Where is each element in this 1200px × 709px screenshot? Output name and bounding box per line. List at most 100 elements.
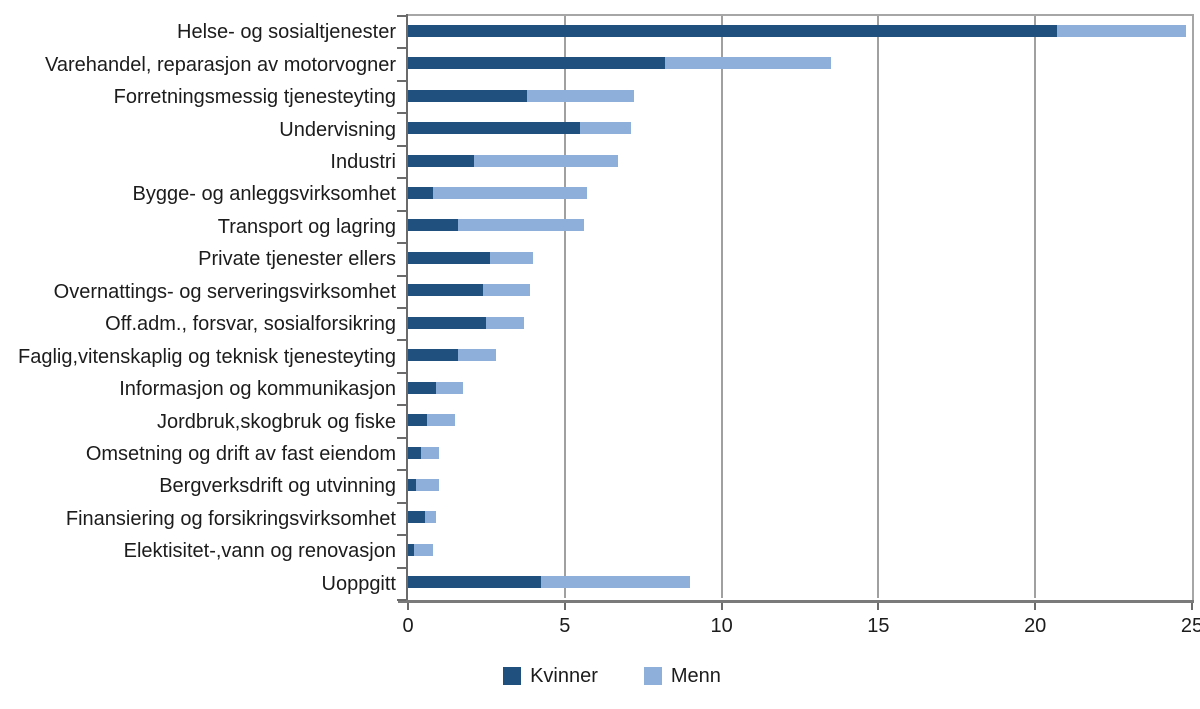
kvinner-bar-segment bbox=[408, 543, 415, 556]
kvinner-bar-segment bbox=[408, 219, 459, 232]
x-axis-tick bbox=[407, 603, 409, 610]
category-label: Bergverksdrift og utvinning bbox=[159, 475, 396, 498]
kvinner-bar-segment bbox=[408, 381, 437, 394]
category-label: Private tjenester ellers bbox=[198, 248, 396, 271]
kvinner-bar-segment bbox=[408, 186, 434, 199]
category-label: Industri bbox=[330, 151, 396, 173]
category-label: Varehandel, reparasjon av motorvogner bbox=[45, 53, 396, 76]
menn-bar-segment bbox=[489, 251, 534, 264]
menn-bar-segment bbox=[458, 219, 584, 232]
menn-bar-segment bbox=[1057, 24, 1186, 37]
category-label: Transport og lagring bbox=[217, 215, 396, 238]
menn-bar-segment bbox=[433, 186, 587, 199]
y-axis-tick bbox=[397, 79, 406, 82]
kvinner-swatch-icon bbox=[503, 667, 522, 685]
y-axis-tick bbox=[397, 469, 406, 472]
y-axis-tick bbox=[397, 436, 406, 439]
legend-item-menn: Menn bbox=[643, 664, 721, 688]
y-axis-tick bbox=[397, 112, 406, 115]
y-axis-tick bbox=[397, 274, 406, 277]
category-label: Omsetning og drift av fast eiendom bbox=[85, 443, 396, 465]
category-label: Forretningsmessig tjenesteyting bbox=[113, 86, 396, 109]
kvinner-bar-segment bbox=[408, 284, 484, 297]
gridline bbox=[877, 16, 880, 598]
category-label: Informasjon og kommunikasjon bbox=[119, 378, 396, 401]
category-label: Uoppgitt bbox=[321, 572, 397, 595]
y-axis-tick bbox=[397, 144, 406, 147]
x-axis-tick bbox=[1034, 603, 1037, 610]
y-axis-tick bbox=[397, 209, 406, 212]
category-label: Helse- og sosialtjenester bbox=[177, 21, 396, 44]
legend-item-kvinner: Kvinner bbox=[503, 664, 598, 688]
y-axis-tick bbox=[397, 404, 406, 407]
kvinner-bar-segment bbox=[408, 446, 421, 459]
x-tick-label: 0 bbox=[402, 615, 414, 637]
kvinner-bar-segment bbox=[408, 24, 1058, 37]
y-axis-tick bbox=[397, 242, 406, 245]
category-label: Elektisitet-,vann og renovasjon bbox=[123, 540, 396, 563]
x-axis-tick bbox=[563, 603, 566, 610]
plot-border-top bbox=[406, 14, 1194, 16]
menn-bar-segment bbox=[541, 576, 691, 589]
x-axis-tick bbox=[720, 603, 723, 610]
x-axis-tick bbox=[877, 603, 880, 610]
y-axis-tick bbox=[397, 501, 406, 504]
x-axis-line bbox=[398, 600, 1194, 603]
y-axis-tick bbox=[397, 47, 406, 50]
menn-bar-segment bbox=[473, 154, 619, 167]
kvinner-bar-segment bbox=[408, 414, 427, 427]
menn-swatch-icon bbox=[643, 667, 662, 685]
category-label: Undervisning bbox=[279, 118, 396, 141]
gridline bbox=[1034, 16, 1037, 598]
category-label: Jordbruk,skogbruk og fiske bbox=[156, 410, 396, 433]
menn-bar-segment bbox=[420, 446, 440, 459]
menn-bar-segment bbox=[436, 381, 463, 394]
kvinner-bar-segment bbox=[408, 154, 474, 167]
y-axis-tick bbox=[397, 534, 406, 537]
menn-bar-segment bbox=[665, 57, 832, 70]
y-axis-tick bbox=[397, 599, 406, 601]
kvinner-bar-segment bbox=[408, 316, 487, 329]
kvinner-bar-segment bbox=[408, 349, 459, 362]
menn-bar-segment bbox=[580, 122, 631, 135]
x-tick-label: 25 bbox=[1180, 615, 1200, 637]
y-axis-tick bbox=[397, 339, 406, 342]
gridline bbox=[563, 16, 566, 598]
kvinner-bar-segment bbox=[408, 576, 542, 589]
x-tick-label: 10 bbox=[710, 615, 733, 637]
y-axis-tick bbox=[397, 566, 406, 569]
category-label: Off.adm., forsvar, sosialforsikring bbox=[105, 313, 396, 336]
kvinner-bar-segment bbox=[408, 122, 581, 135]
kvinner-bar-segment bbox=[408, 251, 490, 264]
chart-legend: Kvinner Menn bbox=[0, 664, 1200, 688]
kvinner-bar-segment bbox=[408, 511, 426, 524]
y-axis-tick bbox=[397, 177, 406, 180]
x-tick-label: 20 bbox=[1024, 615, 1047, 637]
y-axis-line bbox=[406, 14, 408, 602]
y-axis-tick bbox=[397, 371, 406, 374]
x-tick-label: 5 bbox=[559, 615, 571, 637]
kvinner-bar-segment bbox=[408, 89, 528, 102]
x-axis-tick bbox=[1191, 603, 1193, 610]
menn-bar-segment bbox=[486, 316, 525, 329]
x-tick-label: 15 bbox=[867, 615, 890, 637]
category-label: Overnattings- og serveringsvirksomhet bbox=[53, 280, 396, 303]
menn-bar-segment bbox=[415, 478, 440, 491]
menn-bar-segment bbox=[483, 284, 531, 297]
category-label: Faglig,vitenskaplig og teknisk tjenestey… bbox=[18, 345, 396, 368]
category-label: Bygge- og anleggsvirksomhet bbox=[132, 183, 396, 206]
kvinner-bar-segment bbox=[408, 478, 416, 491]
legend-label-menn: Menn bbox=[670, 665, 721, 687]
legend-label-kvinner: Kvinner bbox=[530, 665, 598, 687]
menn-bar-segment bbox=[426, 414, 456, 427]
menn-bar-segment bbox=[527, 89, 634, 102]
category-label: Finansiering og forsikringsvirksomhet bbox=[65, 507, 396, 530]
menn-bar-segment bbox=[414, 543, 434, 556]
y-axis-tick bbox=[397, 15, 406, 17]
menn-bar-segment bbox=[425, 511, 437, 524]
y-axis-tick bbox=[397, 307, 406, 309]
gridline bbox=[720, 16, 723, 598]
kvinner-bar-segment bbox=[408, 57, 666, 70]
plot-border-right bbox=[1192, 14, 1194, 600]
